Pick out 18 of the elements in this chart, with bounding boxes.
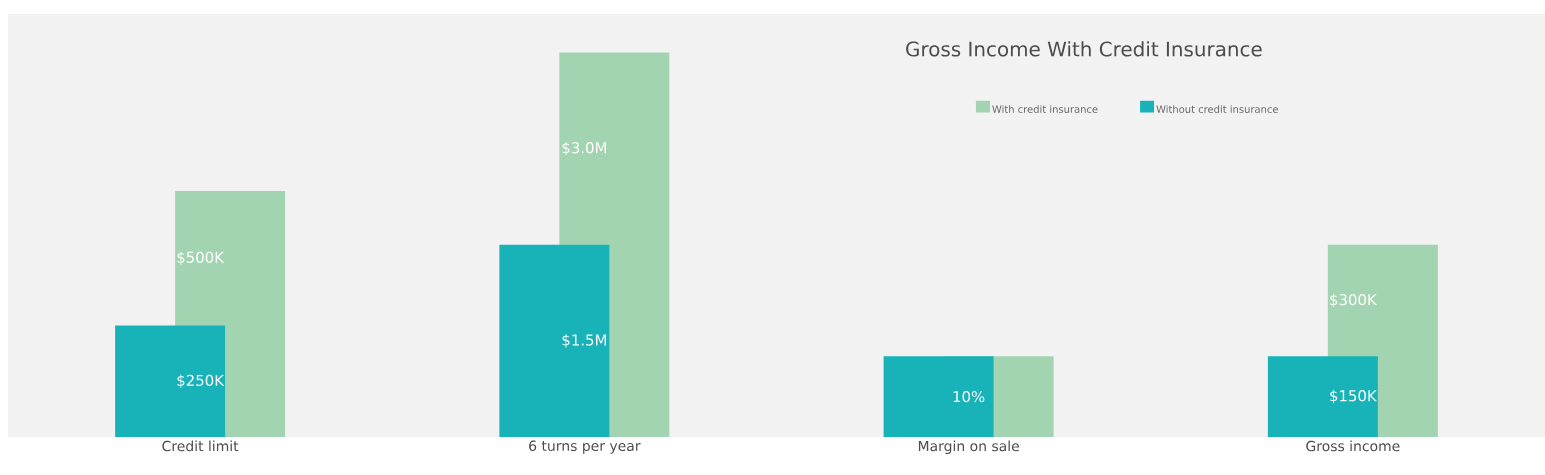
annotation: $150K (1330, 389, 1378, 404)
legend-label: With credit insurance (992, 105, 1098, 113)
annotation: $300K (1330, 293, 1378, 308)
annotation: $250K (177, 374, 225, 389)
annotation: 10% (953, 390, 985, 403)
bar (115, 325, 226, 437)
annotation: $1.5M (562, 334, 606, 348)
x-tick-label: Credit limit (162, 440, 239, 452)
legend-label: Without credit insurance (1156, 105, 1278, 113)
x-tick-label: 6 turns per year (529, 440, 641, 454)
bar (1267, 356, 1378, 437)
annotation: $3.0M (562, 141, 606, 156)
x-tick-label: Gross income (1306, 440, 1400, 452)
annotation: $500K (177, 251, 225, 265)
chart-title: Gross Income With Credit Insurance (906, 41, 1262, 57)
bar (499, 244, 610, 437)
bar (883, 356, 994, 437)
x-tick-label: Margin on sale (918, 440, 1019, 455)
